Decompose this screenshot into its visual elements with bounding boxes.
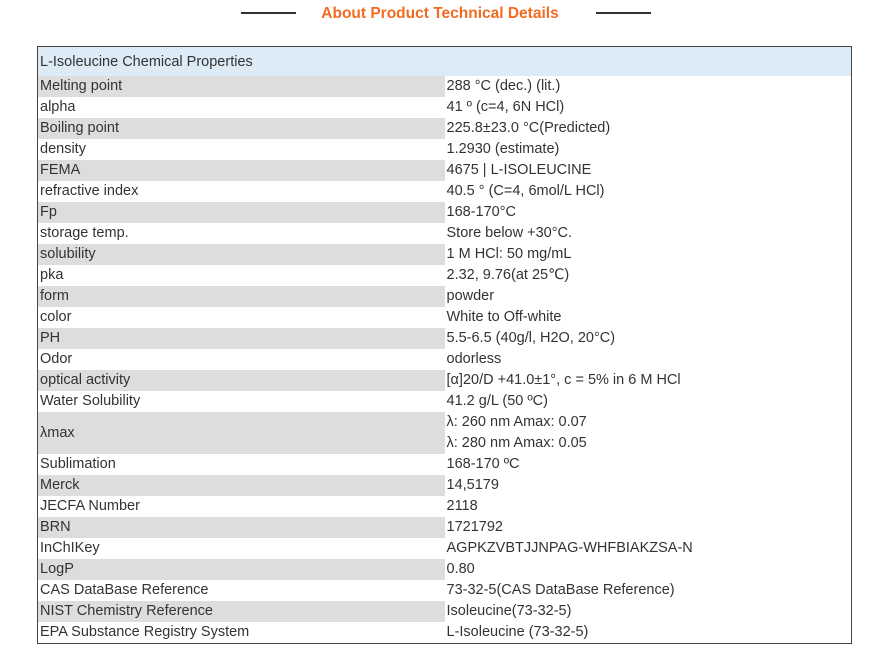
property-value: 40.5 ° (C=4, 6mol/L HCl): [446, 183, 605, 199]
property-name: pka: [40, 267, 64, 283]
property-value: Isoleucine(73-32-5): [446, 603, 572, 619]
table-row: PH 5.5-6.5 (40g/l, H2O, 20°C): [37, 328, 852, 349]
property-value: 2118: [446, 498, 478, 514]
property-value-line: λ: 260 nm Amax: 0.07: [446, 414, 587, 430]
property-value: 1.2930 (estimate): [446, 141, 560, 157]
property-name: solubility: [37, 244, 445, 265]
properties-table: L-Isoleucine Chemical Properties Melting…: [37, 46, 852, 644]
property-name: color: [40, 309, 72, 325]
table-row: BRN 1721792: [37, 517, 852, 538]
property-name: JECFA Number: [40, 498, 140, 514]
property-value: powder: [446, 288, 495, 304]
section-title: About Product Technical Details: [321, 5, 559, 22]
property-name: storage temp.: [40, 225, 129, 241]
table-row: NIST Chemistry Reference Isoleucine(73-3…: [37, 601, 852, 622]
property-value: 4675 | L-ISOLEUCINE: [446, 162, 592, 178]
table-row: Merck 14,5179: [37, 475, 852, 496]
property-name: NIST Chemistry Reference: [37, 601, 445, 622]
property-name: alpha: [40, 99, 76, 115]
table-row: EPA Substance Registry System L-Isoleuci…: [38, 622, 852, 644]
table-row: Water Solubility 41.2 g/L (50 ºC): [38, 391, 852, 412]
property-name: Merck: [37, 475, 445, 496]
table-row: color White to Off-white: [38, 307, 852, 328]
table-row: alpha 41 º (c=4, 6N HCl): [38, 97, 852, 118]
table-row: storage temp. Store below +30°C.: [38, 223, 852, 244]
property-name: Sublimation: [40, 456, 116, 472]
property-value: L-Isoleucine (73-32-5): [446, 624, 589, 640]
property-value: λ: 260 nm Amax: 0.07 λ: 280 nm Amax: 0.0…: [445, 412, 852, 454]
property-value: AGPKZVBTJJNPAG-WHFBIAKZSA-N: [446, 540, 693, 556]
property-value: White to Off-white: [446, 309, 562, 325]
table-row: Melting point 288 °C (dec.) (lit.): [37, 76, 852, 97]
table-row: density 1.2930 (estimate): [38, 139, 852, 160]
property-name: InChIKey: [40, 540, 100, 556]
property-value: 14,5179: [446, 477, 499, 493]
property-value: 168-170°C: [446, 204, 516, 220]
property-value: 41 º (c=4, 6N HCl): [446, 99, 565, 115]
table-header-row: L-Isoleucine Chemical Properties: [37, 46, 852, 76]
property-name: density: [40, 141, 86, 157]
table-row: pka 2.32, 9.76(at 25℃): [38, 265, 852, 286]
property-name: Water Solubility: [40, 393, 141, 409]
property-value: odorless: [446, 351, 502, 367]
property-value-line: λ: 280 nm Amax: 0.05: [446, 435, 587, 451]
property-value: 168-170 ºC: [446, 456, 520, 472]
table-row: solubility 1 M HCl: 50 mg/mL: [37, 244, 852, 265]
property-name: λmax: [37, 412, 445, 454]
property-value: 288 °C (dec.) (lit.): [446, 78, 561, 94]
table-row: Odor odorless: [38, 349, 852, 370]
property-name: PH: [37, 328, 445, 349]
property-value: 2.32, 9.76(at 25℃): [446, 267, 570, 283]
table-row: Fp 168-170°C: [37, 202, 852, 223]
property-name: EPA Substance Registry System: [40, 624, 250, 640]
table-row: LogP 0.80: [37, 559, 852, 580]
heading-divider-right: [596, 12, 651, 14]
property-name: BRN: [37, 517, 445, 538]
property-name: form: [37, 286, 445, 307]
property-name: FEMA: [37, 160, 445, 181]
table-row: optical activity [α]20/D +41.0±1°, c = 5…: [37, 370, 852, 391]
property-name: Fp: [37, 202, 445, 223]
table-row: JECFA Number 2118: [38, 496, 852, 517]
property-value: 1 M HCl: 50 mg/mL: [446, 246, 572, 262]
property-name: Melting point: [37, 76, 445, 97]
section-heading: About Product Technical Details: [0, 0, 880, 30]
table-row: refractive index 40.5 ° (C=4, 6mol/L HCl…: [38, 181, 852, 202]
property-value: 5.5-6.5 (40g/l, H2O, 20°C): [446, 330, 616, 346]
table-title: L-Isoleucine Chemical Properties: [37, 46, 852, 76]
property-name: optical activity: [37, 370, 445, 391]
table-row: CAS DataBase Reference 73-32-5(CAS DataB…: [38, 580, 852, 601]
property-name: Odor: [40, 351, 73, 367]
property-value: 225.8±23.0 °C(Predicted): [446, 120, 611, 136]
property-value: 73-32-5(CAS DataBase Reference): [446, 582, 675, 598]
table-row: Sublimation 168-170 ºC: [38, 454, 852, 475]
table-row: Boiling point 225.8±23.0 °C(Predicted): [37, 118, 852, 139]
table-row: λmax λ: 260 nm Amax: 0.07 λ: 280 nm Amax…: [37, 412, 852, 454]
property-value: 41.2 g/L (50 ºC): [446, 393, 548, 409]
property-value: 1721792: [446, 519, 503, 535]
property-value: [α]20/D +41.0±1°, c = 5% in 6 M HCl: [446, 372, 681, 388]
property-value: Store below +30°C.: [446, 225, 573, 241]
property-name: Boiling point: [37, 118, 445, 139]
property-value: 0.80: [446, 561, 475, 577]
property-name: CAS DataBase Reference: [40, 582, 209, 598]
heading-divider-left: [241, 12, 296, 14]
table-row: FEMA 4675 | L-ISOLEUCINE: [37, 160, 852, 181]
property-name: LogP: [37, 559, 445, 580]
table-row: form powder: [37, 286, 852, 307]
property-name: refractive index: [40, 183, 139, 199]
table-row: InChIKey AGPKZVBTJJNPAG-WHFBIAKZSA-N: [38, 538, 852, 559]
